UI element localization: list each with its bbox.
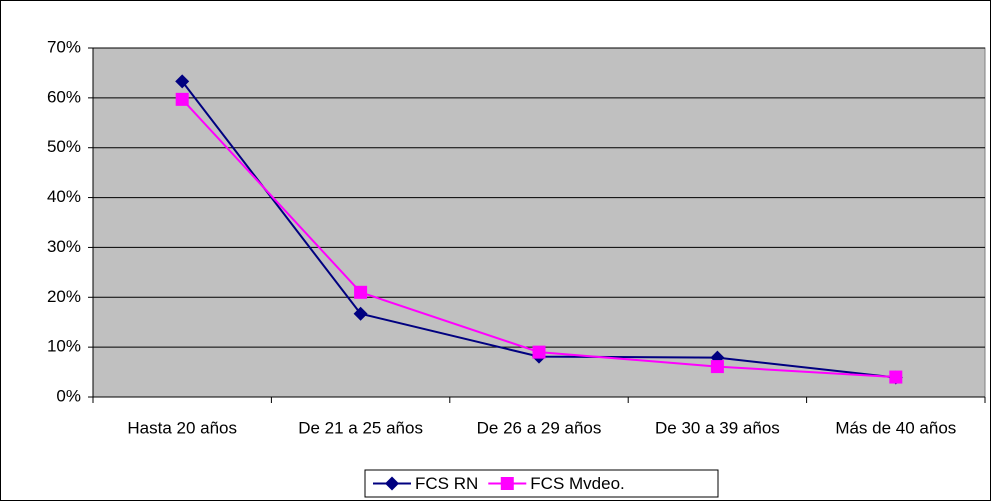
x-tick-label: Más de 40 años bbox=[835, 418, 956, 437]
legend-label: FCS Mvdeo. bbox=[530, 474, 624, 493]
x-tick-label: De 21 a 25 años bbox=[298, 418, 423, 437]
plot-area bbox=[92, 47, 986, 398]
y-tick-label: 30% bbox=[47, 237, 81, 256]
y-tick-label: 40% bbox=[47, 187, 81, 206]
legend-box bbox=[364, 469, 719, 498]
data-point bbox=[175, 92, 189, 106]
data-point bbox=[889, 370, 903, 384]
y-tick-label: 20% bbox=[47, 287, 81, 306]
y-tick-label: 0% bbox=[56, 386, 81, 405]
x-tick-label: De 26 a 29 años bbox=[477, 418, 602, 437]
legend-marker bbox=[385, 476, 399, 491]
x-tick-label: Hasta 20 años bbox=[127, 418, 237, 437]
data-point bbox=[353, 306, 368, 321]
legend-marker bbox=[500, 477, 514, 490]
legend-label: FCS RN bbox=[415, 474, 478, 493]
data-point bbox=[175, 74, 190, 89]
y-tick-label: 70% bbox=[47, 37, 81, 56]
data-point bbox=[354, 285, 368, 299]
y-tick-label: 10% bbox=[47, 337, 81, 356]
data-point bbox=[710, 360, 724, 374]
data-point bbox=[532, 345, 546, 359]
y-tick-label: 60% bbox=[47, 87, 81, 106]
x-tick-label: De 30 a 39 años bbox=[655, 418, 780, 437]
y-tick-label: 50% bbox=[47, 137, 81, 156]
